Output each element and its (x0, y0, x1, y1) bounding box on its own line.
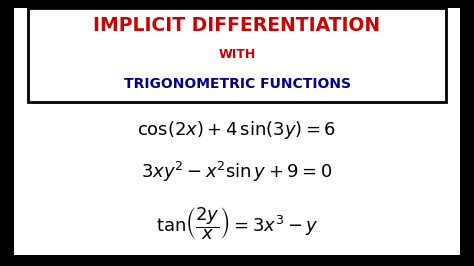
Text: TRIGONOMETRIC FUNCTIONS: TRIGONOMETRIC FUNCTIONS (124, 77, 350, 91)
Text: WITH: WITH (219, 48, 255, 61)
FancyBboxPatch shape (28, 8, 446, 102)
FancyBboxPatch shape (14, 8, 460, 255)
Text: IMPLICIT DIFFERENTIATION: IMPLICIT DIFFERENTIATION (93, 16, 381, 35)
Text: $\mathrm{cos}(2x) + 4\,\mathrm{sin}(3y) = 6$: $\mathrm{cos}(2x) + 4\,\mathrm{sin}(3y) … (137, 119, 337, 141)
Text: $3xy^2 - x^2\mathrm{sin}\,y + 9 = 0$: $3xy^2 - x^2\mathrm{sin}\,y + 9 = 0$ (141, 160, 333, 184)
Text: $\mathrm{tan}\left(\dfrac{2y}{x}\right) = 3x^3 - y$: $\mathrm{tan}\left(\dfrac{2y}{x}\right) … (156, 205, 318, 242)
